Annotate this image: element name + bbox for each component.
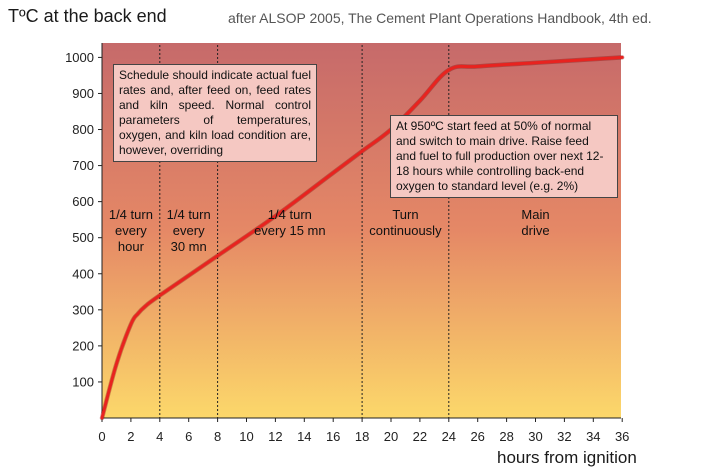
y-tick-label: 600 <box>72 194 94 209</box>
y-tick-label: 500 <box>72 230 94 245</box>
y-axis-title: TºC at the back end <box>8 6 167 26</box>
x-tick-label: 12 <box>268 429 282 444</box>
x-tick-label: 2 <box>127 429 134 444</box>
x-tick-label: 34 <box>586 429 600 444</box>
phase-label: 1/4 turn every hour <box>108 207 153 254</box>
x-tick-label: 8 <box>214 429 221 444</box>
x-tick-label: 4 <box>156 429 163 444</box>
x-axis-ticks: 0 2 4 6 8 10 12 14 16 18 20 22 24 26 28 30 32 34 36 <box>98 418 629 444</box>
annotation-schedule: Schedule should indicate actual fuel rat… <box>113 64 317 162</box>
phase-label: 1/4 turn every 15 mn <box>254 207 326 238</box>
annotation-start-feed: At 950ºC start feed at 50% of normal and… <box>390 115 618 198</box>
x-tick-label: 24 <box>442 429 456 444</box>
x-tick-label: 16 <box>326 429 340 444</box>
x-tick-label: 18 <box>355 429 369 444</box>
phase-label: Turn continuously <box>369 207 442 238</box>
y-tick-label: 200 <box>72 338 94 353</box>
x-tick-label: 0 <box>98 429 105 444</box>
x-tick-label: 20 <box>384 429 398 444</box>
y-tick-label: 300 <box>72 302 94 317</box>
x-tick-label: 14 <box>297 429 311 444</box>
x-tick-label: 26 <box>470 429 484 444</box>
x-tick-label: 28 <box>499 429 513 444</box>
phase-label: 1/4 turn every 30 mn <box>166 207 211 254</box>
x-tick-label: 10 <box>239 429 253 444</box>
x-tick-label: 36 <box>615 429 629 444</box>
x-tick-label: 32 <box>557 429 571 444</box>
y-tick-label: 900 <box>72 86 94 101</box>
x-tick-label: 6 <box>185 429 192 444</box>
y-tick-label: 700 <box>72 158 94 173</box>
series-line <box>100 55 624 420</box>
series-group <box>99 55 625 421</box>
x-tick-label: 22 <box>413 429 427 444</box>
source-note: after ALSOP 2005, The Cement Plant Opera… <box>228 10 652 26</box>
y-tick-label: 400 <box>72 266 94 281</box>
x-axis-title: hours from ignition <box>497 448 637 467</box>
y-tick-label: 1000 <box>65 50 94 65</box>
y-tick-label: 100 <box>72 374 94 389</box>
y-axis-ticks: 100 200 300 400 500 600 700 800 900 1000 <box>65 50 102 389</box>
x-tick-label: 30 <box>528 429 542 444</box>
phase-label: Main drive <box>521 207 550 238</box>
y-tick-label: 800 <box>72 122 94 137</box>
